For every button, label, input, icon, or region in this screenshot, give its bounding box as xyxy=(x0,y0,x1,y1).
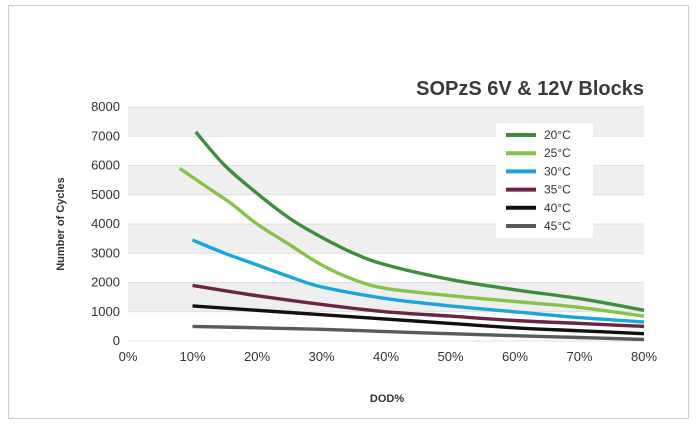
grid-band xyxy=(128,253,644,282)
y-tick-label: 0 xyxy=(113,333,120,348)
x-tick-label: 50% xyxy=(437,349,463,364)
y-tick-labels: 0 1000 2000 3000 4000 5000 6000 7000 8000 xyxy=(91,99,120,348)
chart-frame: 0 1000 2000 3000 4000 5000 6000 7000 8000 0% 10% 2… xyxy=(8,5,689,419)
y-tick-label: 6000 xyxy=(91,158,120,173)
y-tick-label: 2000 xyxy=(91,275,120,290)
y-tick-label: 4000 xyxy=(91,216,120,231)
x-tick-labels: 0% 10% 20% 30% 40% 50% 60% 70% 80% xyxy=(119,349,658,364)
legend-label: 20°C xyxy=(544,128,571,142)
y-tick-label: 5000 xyxy=(91,187,120,202)
x-tick-label: 10% xyxy=(179,349,205,364)
legend-label: 30°C xyxy=(544,164,571,178)
y-tick-label: 3000 xyxy=(91,245,120,260)
x-tick-label: 0% xyxy=(119,349,138,364)
x-tick-label: 40% xyxy=(373,349,399,364)
x-tick-label: 30% xyxy=(308,349,334,364)
cycle-life-chart: 0 1000 2000 3000 4000 5000 6000 7000 8000 0% 10% 2… xyxy=(9,6,690,420)
x-tick-label: 60% xyxy=(502,349,528,364)
legend-label: 35°C xyxy=(544,183,571,197)
y-tick-label: 8000 xyxy=(91,99,120,114)
x-tick-label: 80% xyxy=(631,349,657,364)
x-axis-label: DOD% xyxy=(370,393,404,405)
x-tick-label: 20% xyxy=(244,349,270,364)
y-axis-label: Number of Cycles xyxy=(55,177,67,271)
x-tick-label: 70% xyxy=(566,349,592,364)
legend-label: 40°C xyxy=(544,201,571,215)
y-tick-label: 1000 xyxy=(91,304,120,319)
legend-label: 25°C xyxy=(544,146,571,160)
chart-title: SOPzS 6V & 12V Blocks xyxy=(416,78,644,100)
legend-label: 45°C xyxy=(544,219,571,233)
legend: 20°C 25°C 30°C 35°C 40°C 45°C xyxy=(496,123,593,238)
y-tick-label: 7000 xyxy=(91,128,120,143)
